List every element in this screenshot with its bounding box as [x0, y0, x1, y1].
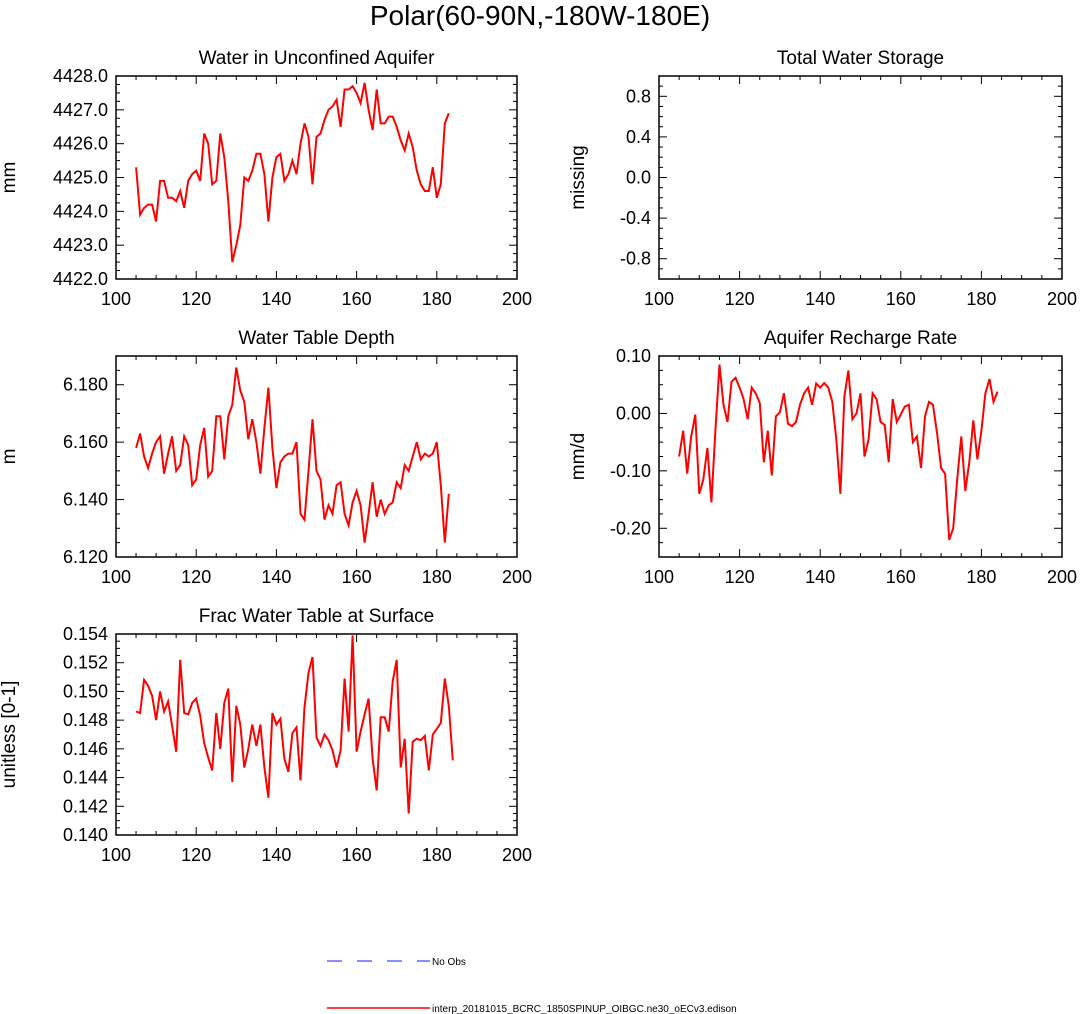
x-tick-label: 200	[502, 289, 532, 309]
chart-title: Frac Water Table at Surface	[199, 606, 435, 627]
x-tick-label: 120	[725, 289, 755, 309]
x-tick-label: 140	[805, 289, 835, 309]
x-tick-label: 120	[181, 567, 211, 587]
y-tick-label: 0.8	[626, 86, 651, 106]
series-line	[135, 635, 454, 814]
plot-frame	[658, 355, 1063, 558]
chart-panel-1: Water in Unconfined Aquifer 100 120 140 160 1…	[0, 48, 532, 309]
y-tick-label: 0.152	[63, 653, 108, 673]
x-tick-label: 140	[805, 567, 835, 587]
x-tick-label: 100	[644, 567, 674, 587]
y-tick-label: 0.142	[63, 796, 108, 816]
chart-panel-4: Aquifer Recharge Rate 100 120 140 160 180 200 -…	[568, 328, 1077, 587]
x-tick-label: 180	[422, 845, 452, 865]
y-tick-label: 0.00	[616, 403, 651, 423]
x-tick-label: 160	[886, 289, 916, 309]
y-tick-label: 0.150	[63, 681, 108, 701]
legend-label: No Obs	[432, 957, 466, 968]
y-tick-label: 6.160	[63, 432, 108, 452]
x-tick-label: 180	[422, 289, 452, 309]
y-tick-label: 4423.0	[53, 235, 108, 255]
x-tick-label: 180	[422, 567, 452, 587]
chart-title: Water in Unconfined Aquifer	[199, 48, 436, 69]
x-tick-label: 180	[966, 289, 996, 309]
y-tick-label: 6.180	[63, 375, 108, 395]
y-tick-label: 6.120	[63, 547, 108, 567]
x-tick-label: 100	[644, 289, 674, 309]
x-tick-label: 140	[261, 845, 291, 865]
y-tick-label: 4428.0	[53, 66, 108, 86]
plot-frame	[115, 75, 518, 280]
y-axis-label: unitless [0-1]	[0, 681, 20, 789]
y-tick-label: -0.20	[610, 518, 651, 538]
y-tick-label: 0.144	[63, 768, 108, 788]
x-tick-label: 120	[725, 567, 755, 587]
y-tick-label: 0.10	[616, 346, 651, 366]
chart-title: Total Water Storage	[777, 48, 944, 69]
y-tick-label: 0.4	[626, 127, 651, 147]
x-tick-label: 200	[1047, 289, 1077, 309]
x-tick-label: 100	[101, 845, 131, 865]
x-tick-label: 100	[101, 567, 131, 587]
y-tick-label: -0.10	[610, 461, 651, 481]
x-tick-label: 160	[886, 567, 916, 587]
x-tick-label: 200	[502, 567, 532, 587]
y-tick-label: 4424.0	[53, 201, 108, 221]
y-axis-label: mm/d	[568, 433, 589, 481]
legend-label: interp_20181015_BCRC_1850SPINUP_OIBGC.ne…	[432, 1004, 737, 1014]
x-tick-label: 140	[261, 567, 291, 587]
chart-panel-5: Frac Water Table at Surface 100 120 140 160 1…	[0, 606, 532, 865]
chart-panel-3: Water Table Depth 100 120 140 160 180 200 6.120…	[0, 328, 532, 587]
y-tick-label: 6.140	[63, 490, 108, 510]
y-tick-label: -0.8	[620, 249, 651, 269]
legend: No Obs interp_20181015_BCRC_1850SPINUP_OI…	[327, 957, 737, 1014]
y-tick-label: -0.4	[620, 208, 651, 228]
y-tick-label: 0.148	[63, 710, 108, 730]
y-tick-label: 4425.0	[53, 168, 108, 188]
y-tick-label: 0.146	[63, 739, 108, 759]
series-line	[135, 82, 450, 263]
x-tick-label: 120	[181, 289, 211, 309]
y-tick-label: 4426.0	[53, 134, 108, 154]
plot-frame	[658, 75, 1063, 280]
y-axis-label: missing	[568, 145, 589, 209]
x-tick-label: 160	[342, 845, 372, 865]
y-tick-label: 0.140	[63, 825, 108, 845]
y-tick-label: 0.0	[626, 168, 651, 188]
y-axis-label: mm	[0, 162, 20, 194]
series-line	[678, 364, 999, 541]
x-tick-label: 200	[502, 845, 532, 865]
x-tick-label: 100	[101, 289, 131, 309]
x-tick-label: 120	[181, 845, 211, 865]
chart-title: Water Table Depth	[238, 328, 394, 349]
chart-title: Aquifer Recharge Rate	[764, 328, 957, 349]
x-tick-label: 200	[1047, 567, 1077, 587]
x-tick-label: 140	[261, 289, 291, 309]
plot-frame	[115, 355, 518, 558]
y-tick-label: 4422.0	[53, 269, 108, 289]
y-tick-label: 4427.0	[53, 100, 108, 120]
x-tick-label: 160	[342, 567, 372, 587]
x-tick-label: 160	[342, 289, 372, 309]
y-axis-label: m	[0, 449, 20, 465]
series-line	[135, 367, 450, 543]
chart-panel-2: Total Water Storage 100 120 140 160 180 200 -0.…	[568, 48, 1077, 309]
figure-title: Polar(60-90N,-180W-180E)	[369, 0, 711, 31]
y-tick-label: 0.154	[63, 624, 108, 644]
x-tick-label: 180	[966, 567, 996, 587]
